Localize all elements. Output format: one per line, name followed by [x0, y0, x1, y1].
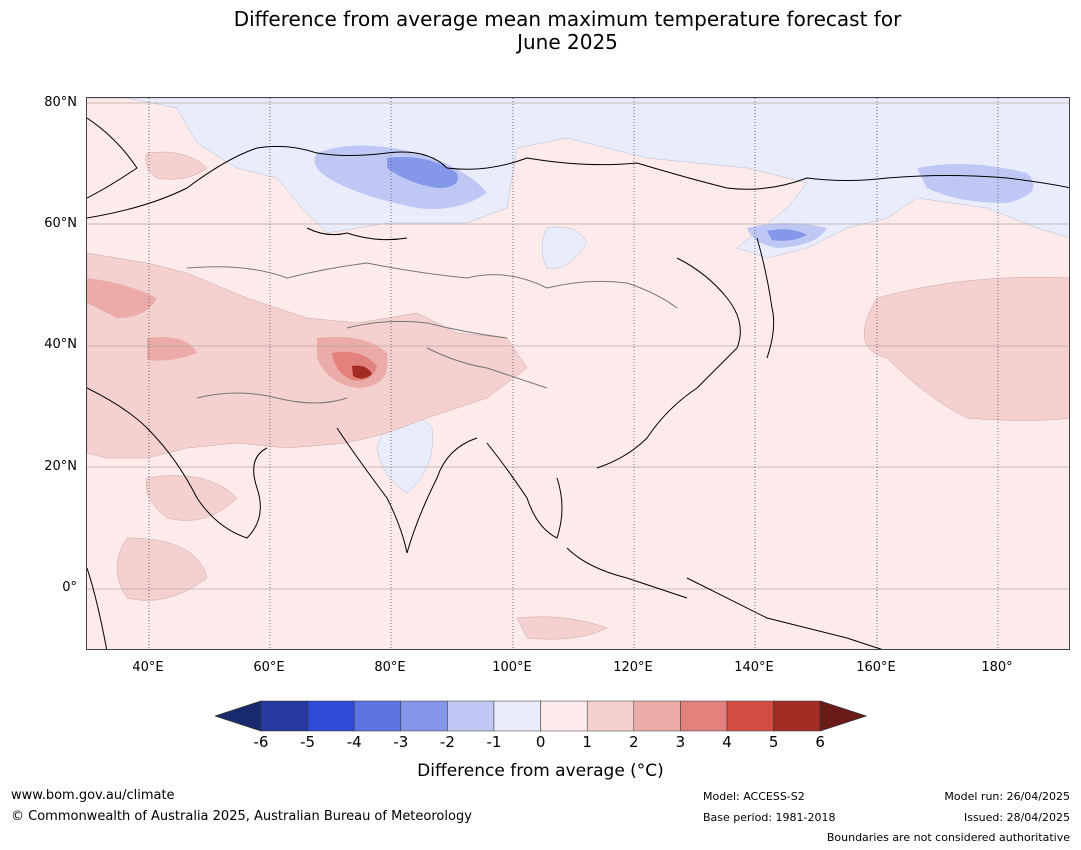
- colorbar-segment: [633, 700, 681, 732]
- anomaly-region-cool-6: [767, 229, 807, 241]
- colorbar-extend-low: [215, 700, 262, 732]
- footer-model: Model: ACCESS-S2: [703, 790, 805, 803]
- colorbar-extend-high: [819, 700, 867, 732]
- colorbar-tick-label: 1: [582, 733, 592, 751]
- colorbar-segment: [400, 700, 448, 732]
- map-svg: [87, 98, 1069, 649]
- colorbar-segment: [260, 700, 308, 732]
- colorbar-segment: [353, 700, 402, 732]
- colorbar-tick-label: 0: [535, 733, 546, 751]
- colorbar-segment: [447, 700, 495, 732]
- anomaly-region-cool-7: [541, 226, 588, 269]
- colorbar-tick-label: -4: [346, 733, 362, 751]
- title-line-1: Difference from average mean maximum tem…: [233, 7, 902, 31]
- colorbar-segment: [680, 700, 728, 732]
- anomaly-region-warm-arabia: [145, 475, 238, 521]
- colorbar-segment: [493, 700, 541, 732]
- footer-issued: Issued: 28/04/2025: [963, 811, 1070, 824]
- colorbar-tick-label: 5: [768, 733, 779, 751]
- colorbar-segment: [726, 700, 774, 732]
- colorbar: [215, 700, 867, 732]
- lon-label-140e: 140°E: [734, 660, 774, 675]
- colorbar-tick-label: -5: [300, 733, 316, 751]
- anomaly-region-warm-north-2: [145, 151, 208, 180]
- colorbar-segment: [773, 700, 821, 732]
- anomaly-region-cool-3: [387, 157, 458, 188]
- footer-disclaimer: Boundaries are not considered authoritat…: [826, 831, 1070, 844]
- colorbar-segment: [540, 700, 588, 732]
- anomaly-region-warm-africa: [116, 537, 208, 601]
- country-boundaries: [186, 262, 678, 404]
- forecast-map: [86, 97, 1070, 650]
- anomaly-region-warm-central-3: [352, 365, 372, 379]
- anomaly-region-warm-indonesia: [516, 616, 608, 640]
- colorbar-tick-label: 2: [629, 733, 639, 751]
- colorbar-tick-label: -3: [393, 733, 409, 751]
- lon-label-180: 180°: [981, 660, 1013, 675]
- lon-label-120e: 120°E: [613, 660, 653, 675]
- anomaly-region-warm-caspian: [147, 337, 197, 361]
- colorbar-segment: [307, 700, 355, 732]
- lat-label-0: 0°: [62, 580, 77, 595]
- chart-title: Difference from average mean maximum tem…: [0, 8, 1081, 54]
- colorbar-tick-label: -6: [253, 733, 269, 751]
- colorbar-label: Difference from average (°C): [417, 761, 664, 781]
- anomaly-region-warm-pacific: [863, 276, 1069, 421]
- colorbar-svg: [215, 700, 867, 732]
- lon-label-60e: 60°E: [253, 660, 285, 675]
- footer-website[interactable]: www.bom.gov.au/climate: [11, 788, 175, 803]
- footer-base-period: Base period: 1981-2018: [703, 811, 836, 824]
- lon-label-160e: 160°E: [856, 660, 896, 675]
- anomaly-region-cool-4: [917, 164, 1034, 203]
- longitude-gridlines: [148, 98, 999, 649]
- lon-label-80e: 80°E: [374, 660, 406, 675]
- lon-label-100e: 100°E: [492, 660, 532, 675]
- anomaly-region-warm-west: [87, 252, 528, 459]
- colorbar-segment: [586, 700, 635, 732]
- footer-model-run: Model run: 26/04/2025: [944, 790, 1070, 803]
- colorbar-tick-label: -1: [486, 733, 502, 751]
- anomaly-region-cool-2: [314, 145, 487, 209]
- title-line-2: June 2025: [517, 30, 618, 54]
- anomaly-region-cool-north: [87, 98, 1069, 259]
- colorbar-tick-label: -2: [439, 733, 455, 751]
- colorbar-tick-label: 4: [722, 733, 732, 751]
- lat-label-60n: 60°N: [44, 216, 77, 231]
- lat-label-20n: 20°N: [44, 459, 77, 474]
- anomaly-region-warm-west-2: [87, 278, 157, 318]
- lat-label-80n: 80°N: [44, 95, 77, 110]
- latitude-gridlines: [87, 102, 1069, 590]
- colorbar-tick-label: 3: [675, 733, 686, 751]
- lat-label-40n: 40°N: [44, 337, 77, 352]
- colorbar-tick-label: 6: [815, 733, 825, 751]
- coastlines: [87, 117, 1069, 649]
- lon-label-40e: 40°E: [132, 660, 164, 675]
- footer-copyright: © Commonwealth of Australia 2025, Austra…: [11, 809, 472, 824]
